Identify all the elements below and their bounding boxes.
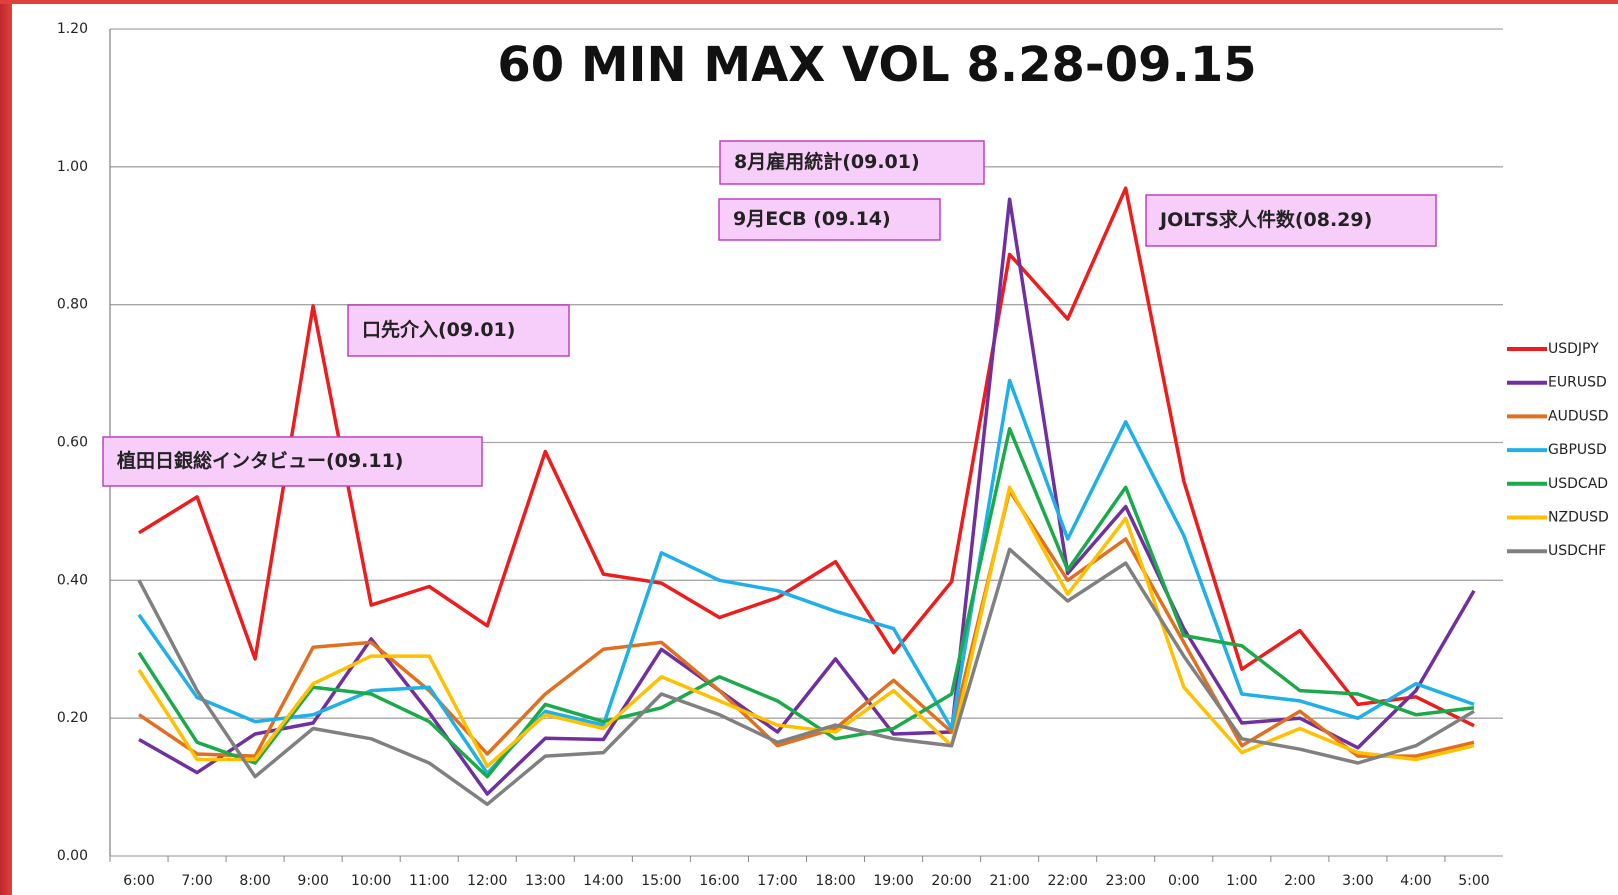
x-tick-label: 19:00: [873, 873, 913, 889]
x-tick-label: 22:00: [1048, 873, 1088, 889]
legend-label: USDCAD: [1548, 476, 1608, 492]
x-tick-label: 9:00: [297, 873, 328, 889]
x-tick-label: 4:00: [1400, 873, 1431, 889]
y-tick-label: 1.20: [57, 21, 88, 37]
x-tick-label: 17:00: [757, 873, 797, 889]
legend-label: USDJPY: [1548, 341, 1599, 357]
x-tick-label: 2:00: [1284, 873, 1315, 889]
series-line: [137, 426, 1475, 779]
x-tick-label: 0:00: [1168, 873, 1199, 889]
x-tick-label: 7:00: [181, 873, 212, 889]
annotation-text: 8月雇用統計(09.01): [734, 150, 920, 173]
annotation-box: [1145, 194, 1437, 247]
legend-label: USDCHF: [1548, 543, 1606, 559]
x-tick-label: 15:00: [641, 873, 681, 889]
annotation-box: [719, 140, 985, 185]
x-tick-label: 23:00: [1106, 873, 1146, 889]
y-tick-label: 1.00: [57, 159, 88, 175]
x-tick-label: 16:00: [699, 873, 739, 889]
x-tick-label: 18:00: [815, 873, 855, 889]
y-tick-label: 0.80: [57, 297, 88, 313]
annotation-box: [347, 304, 570, 357]
series-line: [138, 197, 1476, 796]
annotation-text: 植田日銀総インタビュー(09.11): [117, 449, 403, 472]
y-tick-label: 0.20: [57, 710, 88, 726]
annotation-box: [718, 198, 941, 241]
x-tick-label: 14:00: [583, 873, 623, 889]
annotation-box: [102, 436, 483, 487]
x-tick-label: 21:00: [989, 873, 1029, 889]
x-tick-label: 13:00: [525, 873, 565, 889]
legend-label: EURUSD: [1548, 375, 1607, 391]
series-line: [137, 547, 1475, 807]
annotation-text: JOLTS求人件数(08.29): [1158, 208, 1372, 231]
x-tick-label: 10:00: [351, 873, 391, 889]
x-tick-label: 20:00: [931, 873, 971, 889]
top-border: [0, 0, 1618, 4]
x-tick-label: 11:00: [409, 873, 449, 889]
series-line: [137, 485, 1475, 769]
y-tick-label: 0.40: [57, 572, 88, 588]
x-tick-label: 8:00: [239, 873, 270, 889]
annotation-text: 口先介入(09.01): [362, 318, 515, 341]
x-tick-label: 1:00: [1226, 873, 1257, 889]
x-tick-label: 12:00: [467, 873, 507, 889]
legend-label: NZDUSD: [1548, 510, 1609, 526]
x-tick-label: 3:00: [1342, 873, 1373, 889]
y-tick-label: 0.00: [57, 848, 88, 864]
legend-label: AUDUSD: [1548, 408, 1609, 424]
x-tick-label: 5:00: [1458, 873, 1489, 889]
annotation-text: 9月ECB (09.14): [733, 208, 891, 230]
y-tick-label: 0.60: [57, 435, 88, 451]
series-line: [138, 186, 1475, 728]
x-tick-label: 6:00: [123, 873, 154, 889]
legend-label: GBPUSD: [1548, 442, 1607, 458]
chart-title: 60 MIN MAX VOL 8.28-09.15: [497, 37, 1256, 93]
